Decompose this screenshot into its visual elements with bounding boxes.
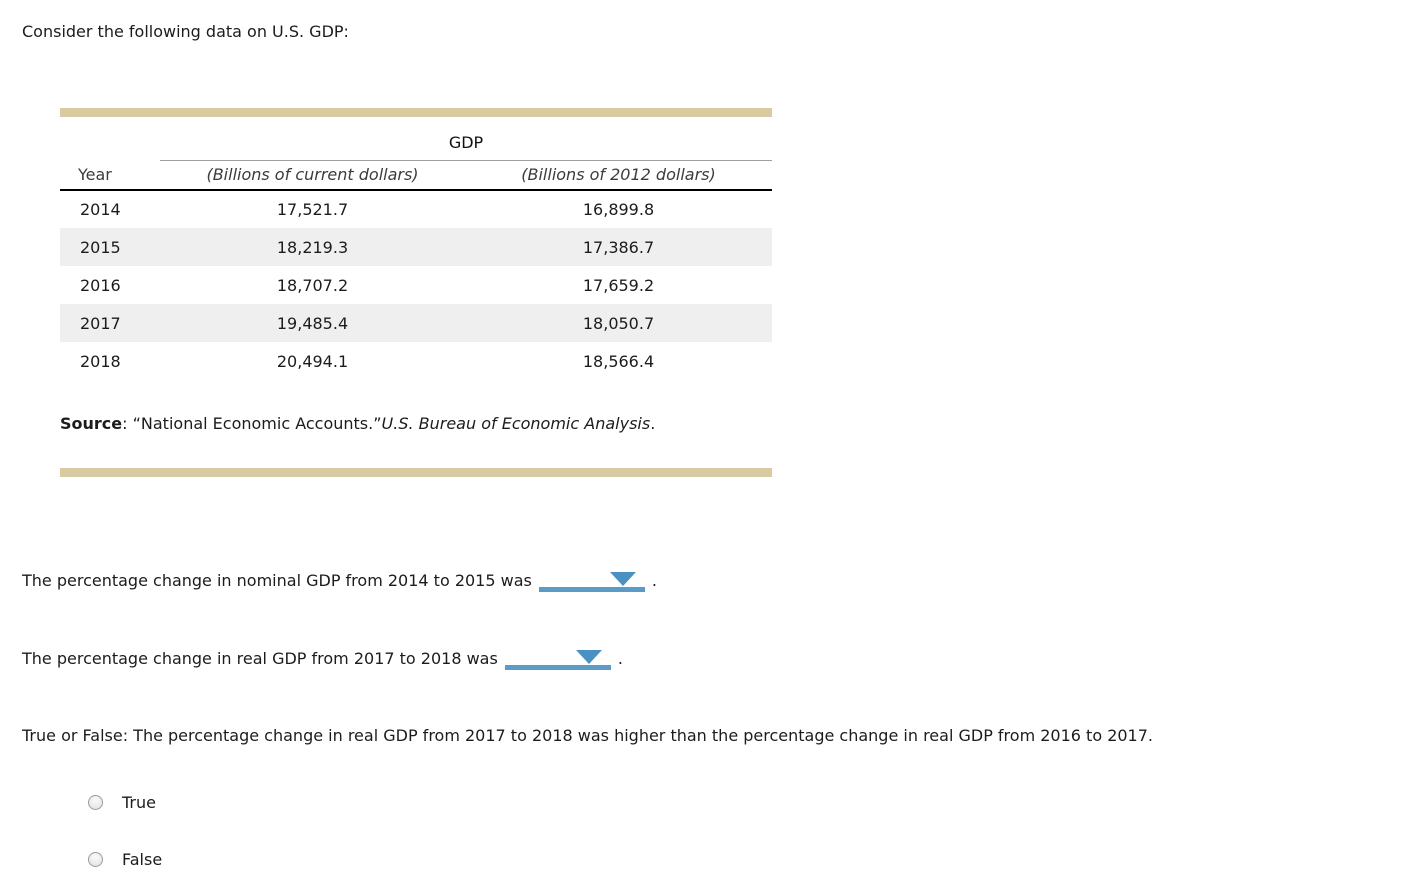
table-column-header-row: Year (Billions of current dollars) (Bill… [60,160,772,191]
true-false-statement: True or False: The percentage change in … [22,726,1153,745]
year-cell: 2014 [80,200,121,219]
year-cell: 2016 [80,275,121,295]
nominal-cell: 19,485.4 [276,313,349,333]
col-header-nominal: (Billions of current dollars) [160,160,465,191]
radio-true-label[interactable]: True [122,793,156,812]
nominal-gdp-change-dropdown[interactable] [538,571,645,592]
real-cell: 18,050.7 [582,313,655,333]
gdp-table: GDP Year (Billions of current dollars) (… [60,125,772,380]
nominal-cell: 18,707.2 [276,275,349,295]
false-option[interactable]: False [88,850,162,869]
true-option[interactable]: True [88,793,156,812]
col-header-year: Year [60,160,160,191]
radio-false-label[interactable]: False [122,850,163,869]
real-cell: 16,899.8 [582,200,655,219]
year-cell: 2018 [80,351,121,371]
question-suffix: . [651,571,657,590]
nominal-cell: 20,494.1 [276,351,349,371]
chevron-down-icon [609,572,636,586]
table-row: 2017 19,485.4 18,050.7 [60,304,772,342]
year-cell: 2017 [80,313,121,333]
gdp-table-section: GDP Year (Billions of current dollars) (… [60,108,772,478]
col-header-real: (Billions of 2012 dollars) [465,160,772,191]
nominal-cell: 18,219.3 [276,237,349,257]
table-row: 2015 18,219.3 17,386.7 [60,228,772,266]
intro-text: Consider the following data on U.S. GDP: [22,22,349,41]
question-suffix: . [617,649,623,668]
nominal-cell: 17,521.7 [276,200,349,219]
question-real-change: The percentage change in real GDP from 2… [22,649,623,670]
real-cell: 18,566.4 [582,351,655,371]
question-text: The percentage change in real GDP from 2… [22,649,498,668]
radio-true[interactable] [88,795,103,810]
chevron-down-icon [575,650,602,664]
source-note: Source: “National Economic Accounts.”U.S… [60,414,655,433]
divider-bar-top [60,108,772,117]
table-row: 2018 20,494.1 18,566.4 [60,342,772,380]
year-cell: 2015 [80,237,121,257]
real-gdp-change-dropdown[interactable] [504,649,611,670]
empty-corner-cell [60,125,160,160]
dropdown-bar [538,587,645,592]
real-cell: 17,386.7 [582,237,655,257]
question-nominal-change: The percentage change in nominal GDP fro… [22,571,657,592]
table-row: 2014 17,521.7 16,899.8 [60,190,772,228]
source-label: Source [60,414,123,433]
source-period: . [650,414,656,433]
divider-bar-bottom [60,468,772,477]
dropdown-bar [504,665,611,670]
source-citation: U.S. Bureau of Economic Analysis [381,414,651,433]
radio-false[interactable] [88,852,103,867]
source-text: : “National Economic Accounts.” [122,414,382,433]
real-cell: 17,659.2 [582,275,655,295]
question-text: The percentage change in nominal GDP fro… [22,571,532,590]
group-header-gdp: GDP [160,125,772,161]
table-row: 2016 18,707.2 17,659.2 [60,266,772,304]
table-group-header-row: GDP [60,125,772,161]
